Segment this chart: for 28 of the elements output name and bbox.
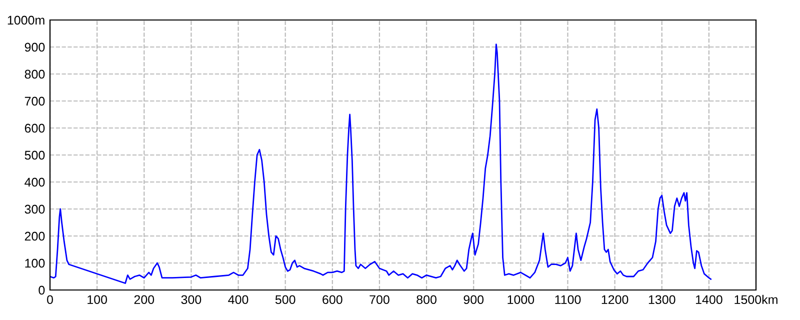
y-tick-label: 400: [24, 178, 45, 187]
y-tick-label: 100: [25, 258, 45, 268]
y-tick-label: 0: [38, 286, 45, 295]
x-tick-label: 400: [228, 295, 248, 304]
x-tick-label: 1400: [696, 295, 722, 304]
y-tick-label: 900: [24, 42, 45, 52]
y-tick-label: 700: [24, 96, 45, 106]
x-tick-label: 1100: [555, 295, 581, 304]
x-tick-label: 100: [88, 295, 108, 304]
y-tick-label: 200: [24, 232, 45, 241]
x-tick-label: 0: [47, 295, 53, 304]
x-tick-label: 500: [275, 295, 296, 304]
y-tick-label: 1000m: [8, 16, 44, 25]
x-tick-label: 200: [134, 295, 154, 304]
x-tick-label: 1000: [508, 295, 534, 304]
x-tick-label: 300: [181, 295, 202, 304]
y-tick-label: 800: [24, 70, 45, 79]
y-tick-label: 300: [24, 204, 45, 214]
x-tick-label: 1200: [602, 295, 628, 304]
x-tick-label: 800: [416, 295, 436, 304]
line-series: [50, 44, 712, 284]
x-tick-label: 1300: [648, 295, 676, 304]
x-tick-label: 900: [464, 295, 484, 304]
y-tick-label: 600: [24, 124, 45, 133]
x-tick-label: 600: [322, 295, 342, 304]
x-tick-label: 700: [370, 295, 390, 304]
y-tick-label: 500: [24, 150, 45, 160]
x-tick-label: 1500km: [734, 294, 778, 304]
